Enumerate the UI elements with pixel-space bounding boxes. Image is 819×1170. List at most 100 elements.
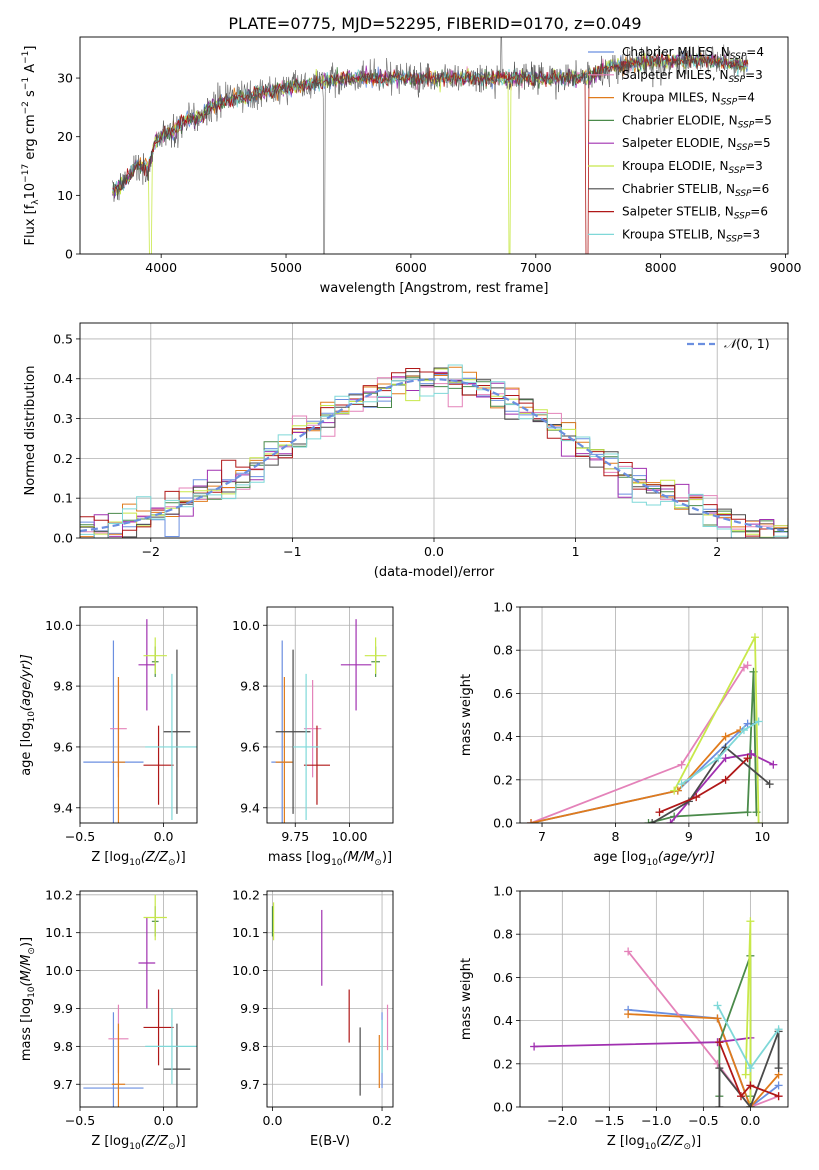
weight-marker xyxy=(677,780,686,789)
x-tick-label: 10 xyxy=(754,829,770,844)
weight-marker xyxy=(774,1081,783,1090)
errorbar-point-kroupa-elodie xyxy=(364,637,387,674)
y-tick-label: 0.1 xyxy=(53,491,73,506)
weight-marker xyxy=(666,819,675,823)
y-tick-label: 10 xyxy=(57,188,73,203)
weight-marker xyxy=(743,754,752,763)
x-axis-label: (data-model)/error xyxy=(374,565,495,580)
weight-marker xyxy=(769,760,778,769)
legend-entry: Salpeter ELODIE, NSSP=5 xyxy=(622,136,771,153)
y-tick-label: 0.8 xyxy=(493,643,513,658)
errorbar-point-salpeter-elodie xyxy=(138,917,156,1009)
y-tick-label: 0.6 xyxy=(493,970,513,985)
legend-label: Salpeter ELODIE, N xyxy=(622,136,736,150)
y-tick-label: 9.9 xyxy=(53,1001,73,1016)
legend-label: Salpeter MILES, N xyxy=(622,68,729,82)
weight-marker xyxy=(648,819,657,823)
errorbar-point-kroupa-stelib xyxy=(293,673,320,820)
x-axis-label-text: Z [log xyxy=(91,1134,129,1149)
y-tick-label: 9.8 xyxy=(240,679,260,694)
weight-line-kroupa-stelib xyxy=(680,720,760,785)
weight-line-kroupa-miles xyxy=(530,729,741,823)
legend-n: 5 xyxy=(763,136,771,150)
weight-marker xyxy=(774,1025,783,1034)
errorbar-point-salpeter-stelib xyxy=(143,989,174,1066)
x-tick-label: 4000 xyxy=(145,260,177,275)
y-tick-label: 0.0 xyxy=(493,1100,513,1115)
x-tick-label: −1 xyxy=(283,544,301,559)
weight-marker xyxy=(746,1103,755,1107)
errorbar-point-chabrier-stelib xyxy=(275,649,311,814)
axes-frame xyxy=(519,890,789,1108)
y-axis-label-text: mass [log xyxy=(19,998,34,1061)
x-tick-label: 8000 xyxy=(645,260,677,275)
weight-line-salpeter-elodie xyxy=(669,752,774,823)
y-axis-label: mass [log10(M/M⊙)] xyxy=(19,937,37,1061)
x-tick-label: −1.5 xyxy=(594,1113,624,1128)
y-tick-label: 10.1 xyxy=(232,925,260,940)
spectrum-line-salpeter-stelib xyxy=(112,53,749,254)
y-tick-label: 9.6 xyxy=(53,739,73,754)
weight-marker xyxy=(715,1103,724,1107)
y-tick-label: 10.0 xyxy=(45,963,73,978)
y-tick-label: 9.8 xyxy=(53,1039,73,1054)
mass-vs-extinction-panel: 0.0 0.2 9.7 9.8 9.9 10.0 10.1 10.2 E(B-V) xyxy=(232,887,394,1149)
weight-marker xyxy=(530,1042,539,1051)
plot-area xyxy=(271,619,387,823)
legend-label: (0, 1) xyxy=(736,336,770,351)
errorbar-point-kroupa-miles xyxy=(111,1023,126,1107)
y-axis-label: Normed distribution xyxy=(23,366,38,496)
x-axis-label: Z [log10(Z/Z⊙)] xyxy=(91,850,185,868)
y-tick-label: 20 xyxy=(57,129,73,144)
y-tick-label: 0.5 xyxy=(53,331,73,346)
weight-marker xyxy=(692,793,701,802)
x-axis-label-text: Z [log xyxy=(91,850,129,865)
y-tick-label: 1.0 xyxy=(493,600,513,615)
y-axis-label-text: mass weight xyxy=(459,674,474,756)
y-axis-label: Flux [fλ10−17 erg cm−2 s−1 A−1] xyxy=(21,46,41,246)
legend-n: 4 xyxy=(747,91,755,105)
x-tick-label: −2.0 xyxy=(547,1113,577,1128)
y-tick-label: 9.7 xyxy=(53,1077,73,1092)
weight-line-chabrier-stelib xyxy=(718,1031,780,1107)
y-tick-label: 0.8 xyxy=(493,927,513,942)
plot-area xyxy=(80,364,788,538)
weight-line-chabrier-miles xyxy=(530,722,752,823)
weight-line-chabrier-stelib xyxy=(651,746,771,823)
weight-marker xyxy=(655,808,664,817)
weight-marker xyxy=(774,1064,783,1073)
y-tick-label: 30 xyxy=(57,71,73,86)
x-tick-label: 8 xyxy=(611,829,619,844)
axes-frame xyxy=(79,322,789,539)
y-axis-label-text: Flux [f xyxy=(23,204,38,245)
weight-marker xyxy=(746,1081,755,1090)
x-axis-label-text: E(B-V) xyxy=(310,1134,350,1149)
weight-marker xyxy=(739,726,748,735)
weight-marker xyxy=(746,1064,755,1073)
weight-vs-age-panel: 7 8 9 10 0.0 0.2 0.4 0.6 0.8 1.0 age [log10(age/yr… xyxy=(459,600,789,868)
y-axis-label-text: mass weight xyxy=(459,958,474,1040)
y-tick-label: 0.3 xyxy=(53,411,73,426)
weight-line-salpeter-stelib xyxy=(718,1041,779,1098)
spectrum-line-kroupa-elodie xyxy=(112,52,749,254)
axes-frame xyxy=(79,890,198,1108)
mass-vs-metallicity-panel: −0.5 0.0 9.7 9.8 9.9 10.0 10.1 10.2 Z [log10(Z/Z… xyxy=(19,887,198,1152)
gaussian-curve xyxy=(80,378,788,533)
weight-line-chabrier-elodie xyxy=(648,671,758,823)
x-tick-label: −0.5 xyxy=(65,1113,95,1128)
y-tick-label: 0.4 xyxy=(53,371,73,386)
legend-n: 6 xyxy=(762,182,770,196)
weight-marker xyxy=(714,754,723,763)
axes-frame xyxy=(266,890,394,1108)
errorbar-point-salpeter-stelib xyxy=(303,725,330,805)
weight-marker xyxy=(677,760,686,769)
legend-label: Chabrier ELODIE, N xyxy=(622,113,738,127)
weight-line-salpeter-stelib xyxy=(659,757,749,814)
errorbar-point-chabrier-miles xyxy=(83,1012,144,1107)
errorbar-point-chabrier-stelib xyxy=(163,649,191,814)
figure-title: PLATE=0775, MJD=52295, FIBERID=0170, z=0… xyxy=(228,14,641,33)
errorbar-point-salpeter-stelib xyxy=(143,725,174,805)
weight-marker xyxy=(765,780,774,789)
